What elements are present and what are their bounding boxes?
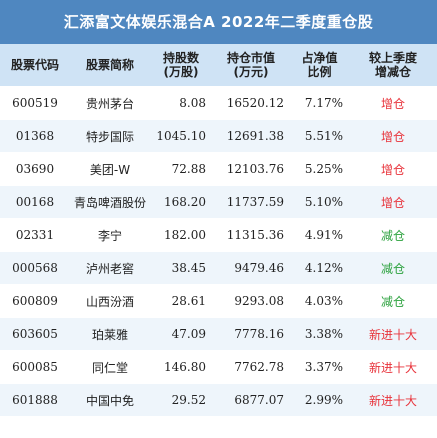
net-ratio-cell: 3.38% [290,317,349,351]
stock-code-cell: 600085 [0,350,70,384]
market-value-cell: 12103.76 [212,152,290,186]
market-value-cell: 7778.16 [212,317,290,351]
net-ratio-cell: 5.25% [290,152,349,186]
table-row: 03690 美团-W 72.88 12103.76 5.25% 增仓 [0,152,437,186]
table-row: 02331 李宁 182.00 11315.36 4.91% 减仓 [0,218,437,252]
stock-code-cell: 603605 [0,317,70,351]
stock-name-cell: 贵州茅台 [70,86,150,120]
net-ratio-cell: 4.91% [290,218,349,252]
stock-code-cell: 02331 [0,218,70,252]
change-cell: 新进十大 [349,350,437,384]
net-ratio-cell: 4.12% [290,251,349,285]
stock-name-cell: 泸州老窖 [70,251,150,285]
change-cell: 减仓 [349,218,437,252]
change-cell: 减仓 [349,284,437,318]
holdings-table: 股票代码 股票简称 持股数 (万股) 持仓市值 (万元) 占净值 比例 较上季度 增减仓… [0,44,437,417]
stock-code-cell: 600809 [0,284,70,318]
market-value-cell: 11315.36 [212,218,290,252]
market-value-cell: 11737.59 [212,185,290,219]
shares-cell: 28.61 [150,284,212,318]
header-change: 较上季度 增减仓 [349,44,437,87]
header-value: 持仓市值 (万元) [212,44,290,87]
net-ratio-cell: 4.03% [290,284,349,318]
change-cell: 新进十大 [349,317,437,351]
header-ratio: 占净值 比例 [290,44,349,87]
net-ratio-cell: 5.10% [290,185,349,219]
table-row: 01368 特步国际 1045.10 12691.38 5.51% 增仓 [0,119,437,153]
stock-code-cell: 000568 [0,251,70,285]
table-row: 600085 同仁堂 146.80 7762.78 3.37% 新进十大 [0,350,437,384]
change-cell: 增仓 [349,185,437,219]
stock-code-cell: 03690 [0,152,70,186]
stock-name-cell: 中国中免 [70,383,150,417]
shares-cell: 168.20 [150,185,212,219]
table-row: 000568 泸州老窖 38.45 9479.46 4.12% 减仓 [0,251,437,285]
shares-cell: 8.08 [150,86,212,120]
market-value-cell: 9293.08 [212,284,290,318]
stock-code-cell: 601888 [0,383,70,417]
stock-name-cell: 美团-W [70,152,150,186]
table-row: 603605 珀莱雅 47.09 7778.16 3.38% 新进十大 [0,317,437,351]
change-cell: 增仓 [349,86,437,120]
header-name: 股票简称 [70,44,150,87]
table-row: 600809 山西汾酒 28.61 9293.08 4.03% 减仓 [0,284,437,318]
change-cell: 新进十大 [349,383,437,417]
change-cell: 减仓 [349,251,437,285]
stock-name-cell: 山西汾酒 [70,284,150,318]
shares-cell: 1045.10 [150,119,212,153]
market-value-cell: 12691.38 [212,119,290,153]
change-cell: 增仓 [349,119,437,153]
market-value-cell: 9479.46 [212,251,290,285]
stock-name-cell: 珀莱雅 [70,317,150,351]
stock-name-cell: 青岛啤酒股份 [70,185,150,219]
stock-name-cell: 李宁 [70,218,150,252]
change-cell: 增仓 [349,152,437,186]
shares-cell: 38.45 [150,251,212,285]
stock-code-cell: 00168 [0,185,70,219]
table-header-row: 股票代码 股票简称 持股数 (万股) 持仓市值 (万元) 占净值 比例 较上季度 增减仓 [0,44,437,87]
stock-name-cell: 同仁堂 [70,350,150,384]
table-row: 601888 中国中免 29.52 6877.07 2.99% 新进十大 [0,383,437,417]
header-code: 股票代码 [0,44,70,87]
stock-name-cell: 特步国际 [70,119,150,153]
shares-cell: 29.52 [150,383,212,417]
market-value-cell: 7762.78 [212,350,290,384]
shares-cell: 182.00 [150,218,212,252]
net-ratio-cell: 2.99% [290,383,349,417]
net-ratio-cell: 3.37% [290,350,349,384]
net-ratio-cell: 7.17% [290,86,349,120]
shares-cell: 47.09 [150,317,212,351]
market-value-cell: 6877.07 [212,383,290,417]
stock-code-cell: 600519 [0,86,70,120]
page-title: 汇添富文体娱乐混合A 2022年二季度重仓股 [0,0,437,44]
shares-cell: 72.88 [150,152,212,186]
header-shares: 持股数 (万股) [150,44,212,87]
net-ratio-cell: 5.51% [290,119,349,153]
stock-code-cell: 01368 [0,119,70,153]
shares-cell: 146.80 [150,350,212,384]
table-row: 00168 青岛啤酒股份 168.20 11737.59 5.10% 增仓 [0,185,437,219]
market-value-cell: 16520.12 [212,86,290,120]
table-row: 600519 贵州茅台 8.08 16520.12 7.17% 增仓 [0,86,437,120]
